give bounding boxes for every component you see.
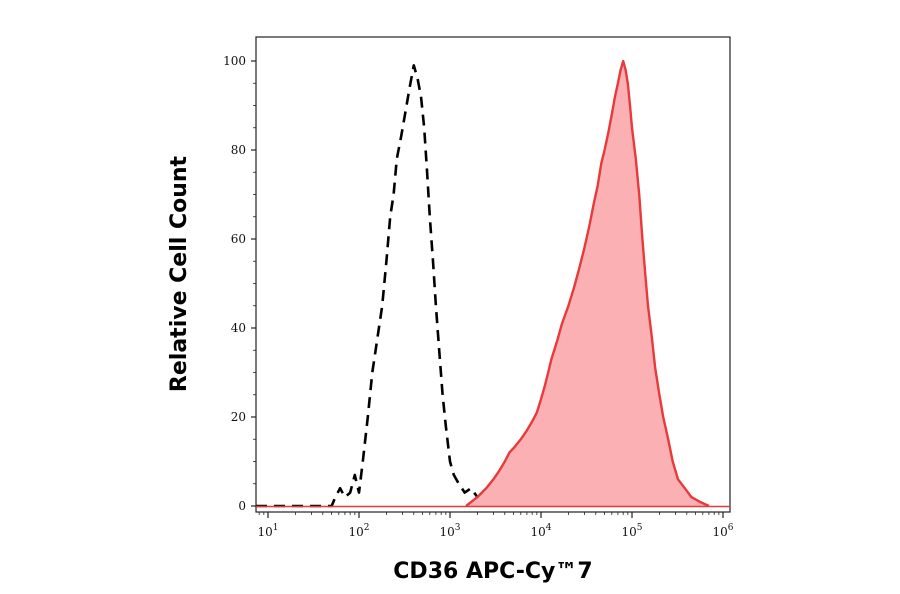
series-1-fill (466, 61, 709, 506)
series-0-line (256, 64, 522, 508)
x-tick-label: 101 (257, 523, 278, 539)
x-axis-title: CD36 APC-Cy™7 (393, 559, 592, 584)
y-tick-label: 60 (231, 232, 246, 246)
y-tick-label: 100 (223, 54, 246, 68)
axis-layer: 0 20 40 60 80 100 101 102 103 104 105 106 (223, 54, 734, 539)
y-tick-label: 80 (231, 143, 246, 157)
x-tick-label: 102 (348, 523, 369, 539)
x-tick-label: 106 (712, 523, 733, 539)
y-tick-label: 40 (231, 321, 246, 335)
y-axis-title: Relative Cell Count (167, 155, 192, 392)
series-layer (256, 59, 730, 508)
series-1-line (465, 59, 710, 508)
x-tick-label: 103 (439, 523, 460, 539)
y-tick-label: 20 (231, 410, 246, 424)
y-tick-label: 0 (238, 499, 246, 513)
x-tick-label: 105 (621, 523, 642, 539)
x-tick-label: 104 (530, 523, 551, 539)
